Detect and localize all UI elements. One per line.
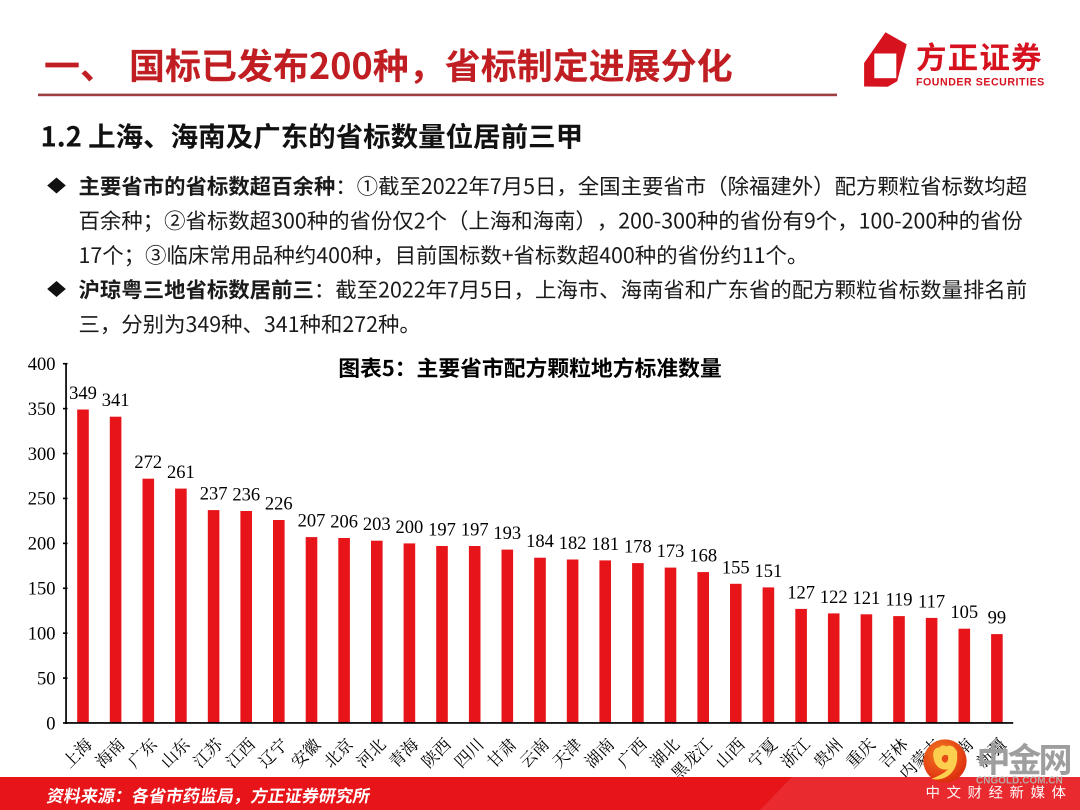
svg-text:261: 261 xyxy=(167,463,195,483)
svg-text:300: 300 xyxy=(28,445,56,465)
svg-text:168: 168 xyxy=(689,547,717,567)
svg-text:349: 349 xyxy=(69,384,97,404)
svg-text:50: 50 xyxy=(37,669,56,689)
svg-text:203: 203 xyxy=(363,515,391,535)
svg-text:FOUNDER SECURITIES: FOUNDER SECURITIES xyxy=(916,77,1045,89)
svg-text:200: 200 xyxy=(28,535,56,555)
svg-text:184: 184 xyxy=(526,532,554,552)
svg-text:207: 207 xyxy=(298,512,326,532)
svg-text:350: 350 xyxy=(28,400,56,420)
svg-text:181: 181 xyxy=(591,535,619,555)
svg-text:151: 151 xyxy=(755,562,783,582)
svg-text:178: 178 xyxy=(624,538,652,558)
svg-text:105: 105 xyxy=(950,603,978,623)
svg-text:182: 182 xyxy=(559,534,587,554)
svg-text:CNGOLD.COM.CN: CNGOLD.COM.CN xyxy=(976,776,1063,787)
svg-text:0: 0 xyxy=(46,714,55,734)
svg-text:197: 197 xyxy=(428,521,456,541)
svg-text:119: 119 xyxy=(885,591,912,611)
svg-text:127: 127 xyxy=(787,583,815,603)
svg-text:226: 226 xyxy=(265,495,293,515)
svg-text:250: 250 xyxy=(28,490,56,510)
svg-text:206: 206 xyxy=(330,513,358,533)
svg-text:236: 236 xyxy=(232,486,260,506)
svg-text:150: 150 xyxy=(28,580,56,600)
svg-text:122: 122 xyxy=(820,588,848,608)
svg-text:200: 200 xyxy=(396,518,424,538)
svg-text:99: 99 xyxy=(988,609,1007,629)
svg-text:400: 400 xyxy=(28,355,56,375)
svg-text:341: 341 xyxy=(102,391,130,411)
svg-text:272: 272 xyxy=(134,453,162,473)
svg-text:237: 237 xyxy=(200,485,228,505)
svg-text:100: 100 xyxy=(28,624,56,644)
svg-text:155: 155 xyxy=(722,558,750,578)
svg-text:117: 117 xyxy=(918,592,945,612)
svg-text:173: 173 xyxy=(657,542,685,562)
svg-text:121: 121 xyxy=(853,589,881,609)
svg-text:197: 197 xyxy=(461,521,489,541)
svg-text:193: 193 xyxy=(493,524,521,544)
